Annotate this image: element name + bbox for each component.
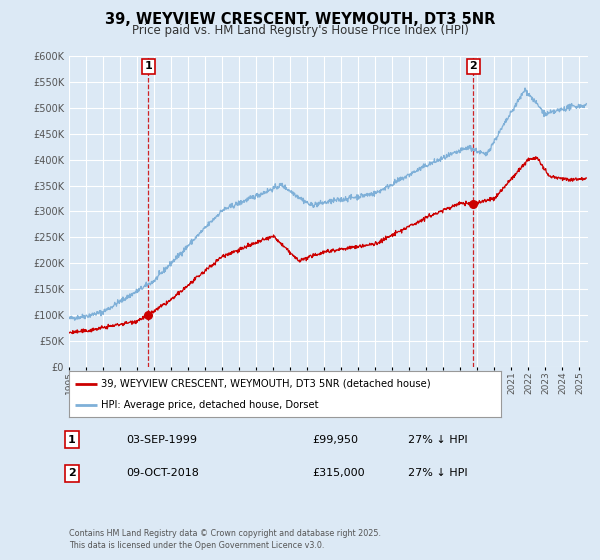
Text: Contains HM Land Registry data © Crown copyright and database right 2025.
This d: Contains HM Land Registry data © Crown c… bbox=[69, 529, 381, 550]
Text: £315,000: £315,000 bbox=[312, 468, 365, 478]
Text: 2: 2 bbox=[68, 468, 76, 478]
Text: HPI: Average price, detached house, Dorset: HPI: Average price, detached house, Dors… bbox=[101, 400, 319, 410]
Text: 2: 2 bbox=[470, 62, 478, 71]
Text: 09-OCT-2018: 09-OCT-2018 bbox=[126, 468, 199, 478]
Text: £99,950: £99,950 bbox=[312, 435, 358, 445]
Text: Price paid vs. HM Land Registry's House Price Index (HPI): Price paid vs. HM Land Registry's House … bbox=[131, 24, 469, 37]
Text: 03-SEP-1999: 03-SEP-1999 bbox=[126, 435, 197, 445]
Text: 39, WEYVIEW CRESCENT, WEYMOUTH, DT3 5NR (detached house): 39, WEYVIEW CRESCENT, WEYMOUTH, DT3 5NR … bbox=[101, 379, 431, 389]
Text: 1: 1 bbox=[145, 62, 152, 71]
Text: 27% ↓ HPI: 27% ↓ HPI bbox=[408, 468, 467, 478]
Text: 39, WEYVIEW CRESCENT, WEYMOUTH, DT3 5NR: 39, WEYVIEW CRESCENT, WEYMOUTH, DT3 5NR bbox=[105, 12, 495, 27]
Text: 1: 1 bbox=[68, 435, 76, 445]
Text: 27% ↓ HPI: 27% ↓ HPI bbox=[408, 435, 467, 445]
